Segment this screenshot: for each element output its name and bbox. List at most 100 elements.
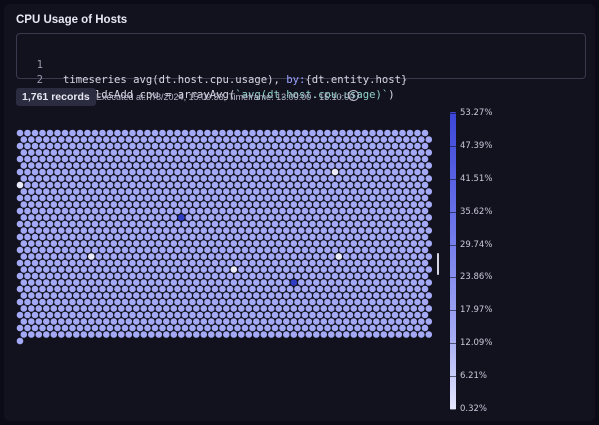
host-cell[interactable]	[373, 305, 380, 312]
host-cell[interactable]	[181, 194, 189, 202]
host-cell[interactable]	[219, 129, 226, 137]
host-cell[interactable]	[279, 285, 286, 293]
host-cell[interactable]	[418, 188, 425, 195]
host-cell[interactable]	[249, 207, 256, 215]
host-cell[interactable]	[316, 181, 324, 189]
host-cell[interactable]	[61, 155, 69, 163]
host-cell[interactable]	[163, 305, 170, 312]
host-cell[interactable]	[234, 194, 241, 202]
host-cell[interactable]	[185, 253, 193, 260]
host-cell[interactable]	[256, 272, 264, 280]
host-cell[interactable]	[178, 318, 185, 325]
host-cell[interactable]	[46, 324, 54, 332]
host-cell[interactable]	[144, 220, 151, 228]
host-cell[interactable]	[271, 246, 279, 254]
host-cell[interactable]	[73, 266, 80, 273]
host-cell[interactable]	[140, 214, 148, 221]
host-cell[interactable]	[410, 214, 418, 221]
host-cell[interactable]	[204, 285, 211, 293]
host-cell[interactable]	[301, 129, 309, 137]
host-cell[interactable]	[204, 168, 211, 176]
host-cell[interactable]	[388, 136, 395, 143]
host-cell[interactable]	[298, 175, 305, 182]
host-cell[interactable]	[384, 233, 391, 241]
host-cell[interactable]	[54, 259, 61, 267]
host-cell[interactable]	[403, 136, 410, 143]
host-cell[interactable]	[309, 311, 316, 319]
host-cell[interactable]	[223, 305, 230, 312]
host-cell[interactable]	[84, 272, 91, 280]
host-cell[interactable]	[125, 201, 133, 208]
host-cell[interactable]	[73, 227, 80, 234]
host-cell[interactable]	[88, 227, 95, 234]
host-cell[interactable]	[193, 175, 200, 182]
host-cell[interactable]	[421, 285, 429, 293]
host-cell[interactable]	[335, 318, 343, 325]
host-cell[interactable]	[298, 214, 305, 221]
host-cell[interactable]	[39, 311, 46, 319]
host-cell[interactable]	[110, 266, 118, 273]
host-cell[interactable]	[189, 311, 196, 319]
host-cell[interactable]	[264, 207, 271, 215]
host-cell[interactable]	[226, 155, 234, 163]
host-cell[interactable]	[61, 259, 69, 267]
host-cell[interactable]	[84, 246, 91, 254]
host-cell[interactable]	[403, 227, 410, 234]
host-cell[interactable]	[343, 331, 350, 338]
host-cell[interactable]	[178, 279, 185, 286]
host-cell[interactable]	[358, 253, 365, 260]
host-cell[interactable]	[316, 220, 324, 228]
host-cell[interactable]	[28, 214, 35, 221]
host-cell[interactable]	[76, 142, 84, 150]
host-cell[interactable]	[16, 129, 24, 137]
host-cell[interactable]	[181, 259, 189, 267]
host-cell[interactable]	[339, 324, 346, 332]
host-cell[interactable]	[264, 142, 271, 150]
host-cell[interactable]	[215, 214, 223, 221]
host-cell[interactable]	[46, 285, 54, 293]
host-cell[interactable]	[61, 181, 69, 189]
host-cell[interactable]	[313, 305, 320, 312]
host-cell[interactable]	[320, 149, 328, 156]
host-cell[interactable]	[301, 285, 309, 293]
host-cell[interactable]	[301, 220, 309, 228]
host-cell[interactable]	[84, 259, 91, 267]
host-cell[interactable]	[324, 311, 331, 319]
host-cell[interactable]	[286, 233, 294, 241]
host-cell[interactable]	[358, 331, 365, 338]
info-icon[interactable]: i	[348, 90, 359, 101]
host-cell[interactable]	[350, 305, 358, 312]
host-cell[interactable]	[43, 175, 50, 182]
host-cell[interactable]	[252, 227, 260, 234]
host-cell[interactable]	[418, 318, 425, 325]
host-cell[interactable]	[185, 266, 193, 273]
host-cell[interactable]	[196, 311, 204, 319]
host-cell[interactable]	[208, 201, 215, 208]
host-cell[interactable]	[376, 181, 384, 189]
host-cell[interactable]	[31, 259, 39, 267]
host-cell[interactable]	[316, 129, 324, 137]
host-cell[interactable]	[286, 246, 294, 254]
host-cell[interactable]	[425, 188, 433, 195]
host-cell[interactable]	[320, 214, 328, 221]
host-cell[interactable]	[376, 285, 384, 293]
host-cell[interactable]	[76, 272, 84, 280]
host-cell[interactable]	[189, 155, 196, 163]
host-cell[interactable]	[140, 279, 148, 286]
host-cell[interactable]	[31, 155, 39, 163]
host-cell[interactable]	[185, 136, 193, 143]
host-cell[interactable]	[230, 149, 238, 156]
host-cell[interactable]	[226, 207, 234, 215]
host-cell[interactable]	[234, 168, 241, 176]
host-cell[interactable]	[271, 181, 279, 189]
host-cell[interactable]	[275, 162, 283, 169]
host-cell[interactable]	[354, 285, 361, 293]
host-cell[interactable]	[384, 142, 391, 150]
host-cell[interactable]	[395, 162, 403, 169]
host-cell[interactable]	[399, 142, 406, 150]
host-cell[interactable]	[256, 259, 264, 267]
host-cell[interactable]	[234, 246, 241, 254]
host-cell[interactable]	[271, 142, 279, 150]
host-cell[interactable]	[43, 305, 50, 312]
host-cell[interactable]	[373, 318, 380, 325]
